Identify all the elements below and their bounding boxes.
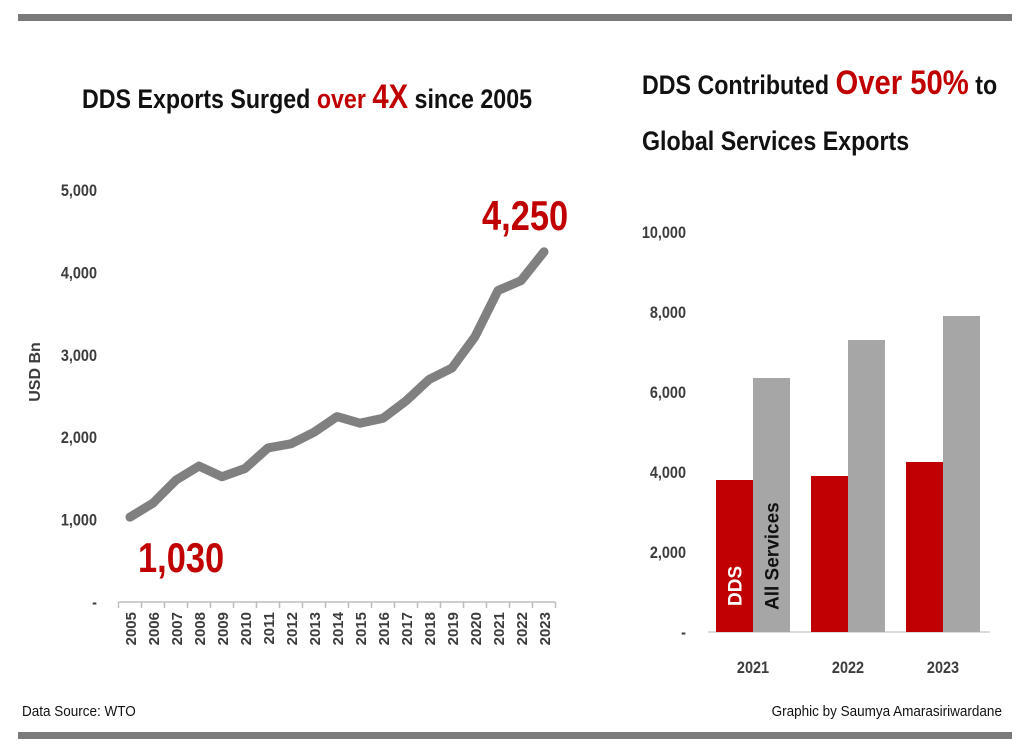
y-tick-label: 2,000 (61, 429, 97, 447)
left-chart-title: DDS Exports Surged over 4X since 2005 (82, 78, 533, 116)
data-point (474, 335, 476, 338)
x-tick-label: 2019 (445, 612, 462, 645)
data-point (198, 465, 200, 468)
bar-dds (906, 462, 943, 632)
y-tick-label: 2,000 (650, 544, 686, 562)
x-tick-label: 2017 (399, 612, 416, 645)
data-point (543, 250, 545, 253)
data-point (520, 279, 522, 282)
y-tick-label: 3,000 (61, 347, 97, 365)
x-tick-label: 2012 (284, 612, 301, 645)
x-tick-label: 2013 (307, 612, 324, 645)
y-tick-label: 10,000 (642, 224, 686, 242)
annotation-end-value: 4,250 (482, 193, 568, 240)
y-tick-label: - (92, 594, 97, 612)
data-point (336, 415, 338, 418)
data-point (175, 479, 177, 482)
y-tick-label: 8,000 (650, 304, 686, 322)
x-tick-label: 2020 (468, 612, 485, 645)
bottom-rule (18, 732, 1012, 739)
x-tick-label: 2023 (927, 659, 959, 677)
x-tick-label: 2016 (376, 612, 393, 645)
data-point (405, 399, 407, 402)
x-tick-label: 2010 (238, 612, 255, 645)
x-tick-label: 2011 (261, 612, 278, 645)
bar-all-services (848, 340, 885, 632)
x-tick-label: 2015 (353, 612, 370, 645)
data-point (244, 467, 246, 470)
data-point (497, 289, 499, 292)
bar-all-services (753, 378, 790, 632)
data-point (129, 516, 131, 519)
data-point (290, 442, 292, 445)
graphic-credit: Graphic by Saumya Amarasiriwardane (771, 703, 1002, 720)
data-point (267, 446, 269, 449)
right-chart-title-line1: DDS Contributed Over 50% to (642, 64, 998, 102)
data-point (221, 475, 223, 478)
y-tick-label: 4,000 (650, 464, 686, 482)
x-tick-label: 2021 (737, 659, 769, 677)
annotation-start-value: 1,030 (138, 535, 224, 582)
data-point (428, 378, 430, 381)
series-label-all-services: All Services (763, 502, 784, 610)
right-chart-title-line2: Global Services Exports (642, 126, 910, 156)
y-tick-label: 4,000 (61, 264, 97, 282)
bar-all-services (943, 316, 980, 632)
data-point (451, 366, 453, 369)
bar-dds (716, 480, 753, 632)
data-point (359, 422, 361, 425)
x-tick-label: 2022 (832, 659, 864, 677)
y-tick-label: 5,000 (61, 182, 97, 200)
bar-chart: - 2,000 4,000 6,000 8,000 10,000 2021 2022 2023 D… (642, 224, 990, 677)
y-tick-label: - (681, 624, 686, 642)
top-rule (18, 14, 1012, 21)
data-point (152, 502, 154, 505)
x-tick-label: 2014 (330, 611, 347, 645)
data-point (313, 431, 315, 434)
x-tick-label: 2008 (192, 612, 209, 645)
y-tick-label: 1,000 (61, 512, 97, 530)
x-tick-label: 2022 (514, 612, 531, 645)
x-tick-label: 2023 (537, 612, 554, 645)
y-axis-label: USD Bn (27, 342, 44, 402)
bar-dds (811, 476, 848, 632)
x-tick-label: 2005 (123, 612, 140, 645)
y-tick-label: 6,000 (650, 384, 686, 402)
data-source: Data Source: WTO (22, 703, 136, 720)
x-tick-label: 2021 (491, 612, 508, 645)
series-line (125, 247, 549, 522)
data-point (382, 417, 384, 420)
series-label-dds: DDS (726, 566, 747, 606)
x-tick-label: 2009 (215, 612, 232, 645)
x-tick-label: 2006 (146, 612, 163, 645)
x-tick-label: 2007 (169, 612, 186, 645)
line-chart: - 1,000 2,000 3,000 4,000 5,000 USD Bn 2005 2006… (27, 182, 568, 645)
x-tick-label: 2018 (422, 612, 439, 645)
